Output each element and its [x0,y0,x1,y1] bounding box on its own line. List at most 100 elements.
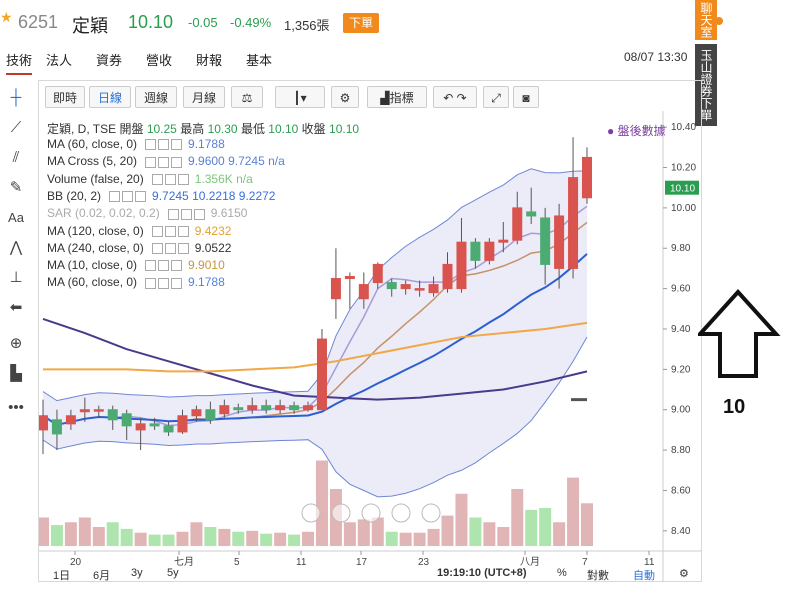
pattern-icon[interactable]: ⋀ [9,239,23,256]
candle-body [568,177,579,269]
ruler-icon[interactable]: ▙ [10,365,22,382]
range-1d[interactable]: 1日 [53,570,71,582]
tab-financials[interactable]: 財報 [196,53,223,68]
weekly-button[interactable]: 週線 [135,86,177,108]
legend-open: 10.25 [146,122,177,136]
scale-settings-icon[interactable]: ⚙ [679,568,689,580]
volume: 1,356張 [284,18,330,33]
legend-toggle-icons[interactable] [166,206,205,220]
legend-indicator-name: BB (20, 2) [47,188,102,203]
up-arrow-annotation-icon [698,289,781,378]
candle-body [177,415,188,433]
volume-bar [92,527,105,546]
ma60-line [42,317,588,401]
volume-bar [455,493,468,546]
range-3y[interactable]: 3y [131,567,143,579]
compare-scale-icon[interactable]: ⚖ [231,86,263,108]
volume-bar [190,522,203,546]
log-toggle[interactable]: 對數 [587,570,609,582]
zoom-icon[interactable]: ⊕ [9,335,23,352]
legend-indicator-name: MA (60, close, 0) [47,137,138,151]
broker-order-button[interactable]: 玉山證券下單 [695,44,717,126]
auto-toggle[interactable]: 自動 [633,570,655,582]
indicators-button[interactable]: ▟指標 [367,86,427,108]
legend-high: 10.30 [207,122,238,136]
price-change: -0.05 [188,15,218,30]
indicators-label: 指標 [389,91,414,105]
tab-basic[interactable]: 基本 [246,53,273,68]
clock: 19:19:10 (UTC+8) [437,567,527,579]
legend-indicator-row: MA (60, close, 0) 9.1788 [47,275,225,289]
crosshair-icon[interactable]: ┼ [10,89,22,106]
candle-body [358,284,369,300]
undo-redo-icon[interactable]: ↶ ↷ [433,86,477,108]
legend-indicator-row: MA (240, close, 0) 9.0522 [47,241,231,255]
volume-bar [64,522,77,546]
settings-gear-icon[interactable]: ⚙ [331,86,359,108]
volume-bar [134,532,147,546]
x-tick-label: 20 [70,557,82,568]
legend-open-label: 開盤 [119,122,144,136]
ma5-line [42,205,588,427]
tab-technical[interactable]: 技術 [6,50,33,75]
monthly-button[interactable]: 月線 [183,86,225,108]
favorite-star-icon[interactable]: ★ [0,9,13,25]
candle-body [121,413,132,427]
fullscreen-icon[interactable]: ⤢ [483,86,509,108]
legend-toggle-icons[interactable] [150,224,189,238]
volume-bar [371,517,384,546]
volume-bar [483,522,496,546]
candle-body [65,415,76,425]
fib-icon[interactable]: ⫽ [12,149,20,166]
chatroom-button[interactable]: 聊天室 [695,0,717,40]
legend-main-title: 定穎, D, TSE [47,122,117,136]
price-chart-svg[interactable]: 10.40 10.20 10.00 9.80 9.60 9.40 9.20 9.00 8.80 8… [39,111,701,581]
percent-toggle[interactable]: % [557,567,567,579]
legend-indicator-row: MA (60, close, 0) 9.1788 [47,137,225,151]
candle-body [540,217,551,265]
text-icon[interactable]: Aa [8,210,24,225]
candle-body [107,409,118,421]
chart-panel[interactable]: 即時 日線 週線 月線 ⚖ ┃▾ ⚙ ▟指標 ↶ ↷ ⤢ ◙ 10.40 10.2… [38,80,702,582]
legend-toggle-icons[interactable] [143,137,183,151]
zoom-control-icon [331,503,351,523]
legend-toggle-icons[interactable] [143,154,183,168]
legend-indicator-value: 9.7245 10.2218 9.2272 [152,188,276,203]
camera-icon[interactable]: ◙ [513,86,539,108]
trendline-icon[interactable]: ⟋ [10,119,22,136]
legend-indicator-name: MA Cross (5, 20) [47,154,138,169]
legend-toggle-icons[interactable] [143,275,183,289]
legend-indicator-row: BB (20, 2) 9.7245 10.2218 9.2272 [47,189,275,203]
chart-type-icon[interactable]: ┃▾ [275,86,325,108]
legend-toggle-icons[interactable] [150,241,189,255]
tab-margin[interactable]: 資券 [96,53,123,68]
last-price: 10.10 [128,12,174,32]
tab-institutional[interactable]: 法人 [46,53,73,68]
after-hours-link[interactable]: ● 盤後數據 [607,124,666,138]
range-6m[interactable]: 6月 [93,570,111,582]
daily-button[interactable]: 日線 [89,86,131,108]
price-change-pct: -0.49% [230,15,272,30]
legend-toggle-icons[interactable] [150,172,189,186]
measure-icon[interactable]: ⊥ [9,269,23,286]
x-tick-label: 17 [356,557,368,568]
zoom-control-icon [361,503,381,523]
range-5y[interactable]: 5y [167,567,179,579]
candle-body [470,241,481,261]
intraday-button[interactable]: 即時 [45,86,85,108]
legend-toggle-icons[interactable] [107,189,147,203]
volume-bar [106,522,119,546]
volume-bar [176,531,189,546]
more-icon[interactable]: ••• [8,399,24,416]
order-button[interactable]: 下單 [343,13,379,33]
brush-icon[interactable]: ✎ [9,179,23,196]
candle-body [400,284,411,290]
stock-name: 定穎 [72,16,108,36]
zoom-control-icon [391,503,411,523]
zoom-control-icon [301,503,321,523]
arrow-left-icon[interactable]: ⬅ [9,299,23,316]
y-tick-label: 9.40 [671,324,691,335]
legend-toggle-icons[interactable] [143,258,183,272]
volume-bar [246,530,259,546]
tab-revenue[interactable]: 營收 [146,53,173,68]
